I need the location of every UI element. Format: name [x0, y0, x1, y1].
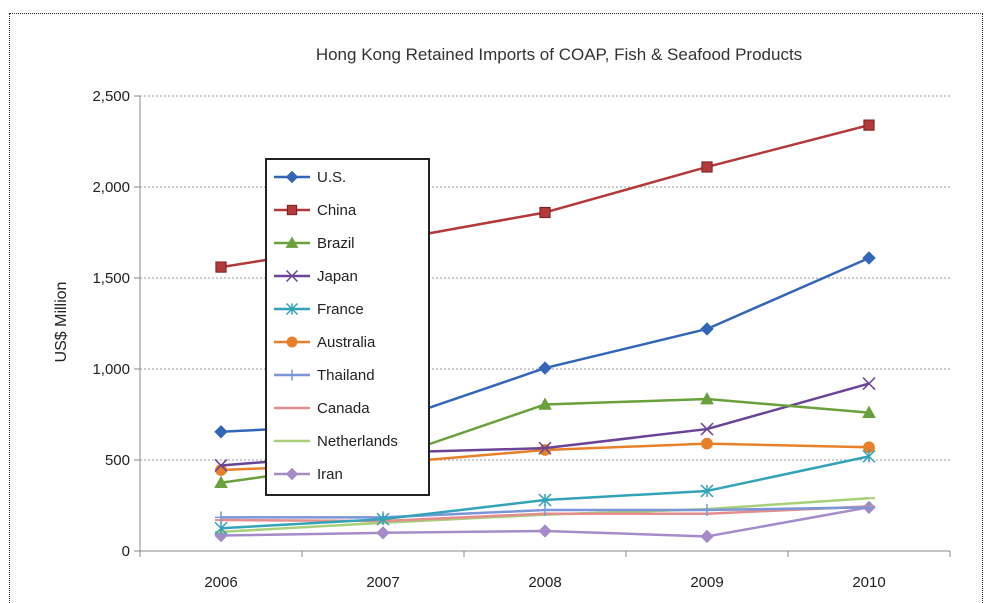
data-point: [863, 119, 875, 131]
chart-title: Hong Kong Retained Imports of COAP, Fish…: [316, 45, 802, 64]
legend-label: Thailand: [317, 367, 375, 384]
data-point: [214, 475, 228, 489]
data-point: [214, 521, 228, 535]
legend-item: Thailand: [274, 367, 375, 384]
data-point: [700, 529, 714, 544]
data-point: [215, 261, 227, 273]
legend-label: U.S.: [317, 169, 346, 186]
data-point: [862, 377, 876, 391]
x-tick-label: 2010: [852, 574, 885, 591]
data-point: [538, 441, 552, 455]
y-tick-label: 1,500: [92, 270, 130, 287]
legend-item: U.S.: [274, 169, 346, 186]
legend-label: China: [317, 202, 357, 219]
data-point: [701, 161, 713, 173]
data-point: [700, 322, 714, 336]
data-point: [701, 504, 713, 517]
data-point: [862, 251, 876, 265]
x-tick-label: 2009: [690, 574, 723, 591]
data-point: [862, 405, 876, 418]
data-point: [539, 206, 551, 219]
legend-label: Brazil: [317, 235, 355, 252]
data-point: [862, 449, 876, 463]
data-point: [538, 493, 552, 507]
axes: 0 500 1,000 1,500 2,000 2,500 2006 2007 2008 2009…: [92, 88, 951, 591]
legend-marker: [285, 302, 299, 316]
y-tick-label: 2,500: [92, 88, 130, 105]
legend-item: China: [274, 202, 357, 219]
legend-marker: [285, 467, 299, 481]
data-point: [376, 512, 390, 526]
legend-label: Japan: [317, 268, 358, 285]
series-iran: [214, 500, 876, 544]
legend-marker: [285, 170, 299, 184]
legend-item: France: [274, 301, 364, 318]
y-tick-label: 2,000: [92, 179, 130, 196]
legend-item: Brazil: [274, 235, 355, 252]
legend-marker: [286, 204, 298, 216]
data-point: [215, 511, 227, 524]
data-point: [538, 361, 552, 375]
y-axis-label: US$ Million: [53, 282, 70, 363]
data-point: [214, 425, 228, 439]
legend-label: Netherlands: [317, 433, 398, 450]
y-tick-label: 1,000: [92, 361, 130, 378]
legend-marker: [286, 369, 298, 381]
data-point: [700, 484, 714, 498]
series-france: [214, 449, 876, 535]
x-tick-label: 2008: [528, 574, 561, 591]
y-tick-label: 500: [105, 452, 130, 469]
data-point: [539, 444, 551, 456]
data-point: [376, 526, 390, 540]
data-point: [538, 524, 552, 538]
legend-item: Canada: [274, 400, 370, 417]
data-point: [863, 501, 875, 514]
legend-label: Australia: [317, 334, 376, 351]
data-point: [539, 504, 551, 517]
legend-marker: [285, 269, 299, 283]
legend-item: Japan: [274, 268, 358, 285]
legend-label: Canada: [317, 400, 370, 417]
legend-label: France: [317, 301, 364, 318]
data-point: [700, 422, 714, 436]
data-point: [701, 437, 713, 450]
data-point: [538, 397, 552, 410]
legend-item: Netherlands: [274, 433, 398, 450]
y-tick-label: 0: [122, 543, 130, 560]
legend-marker: [285, 236, 299, 248]
legend-item: Iran: [274, 466, 343, 483]
data-point: [214, 458, 228, 472]
legend-label: Iran: [317, 466, 343, 483]
legend-marker: [286, 336, 298, 348]
data-point: [700, 392, 714, 405]
x-tick-label: 2007: [366, 574, 399, 591]
chart-frame: [9, 13, 983, 603]
legend-item: Australia: [274, 334, 376, 351]
legend: U.S. China Brazil Japan France Australia Thail…: [265, 158, 430, 496]
x-tick-label: 2006: [204, 574, 237, 591]
